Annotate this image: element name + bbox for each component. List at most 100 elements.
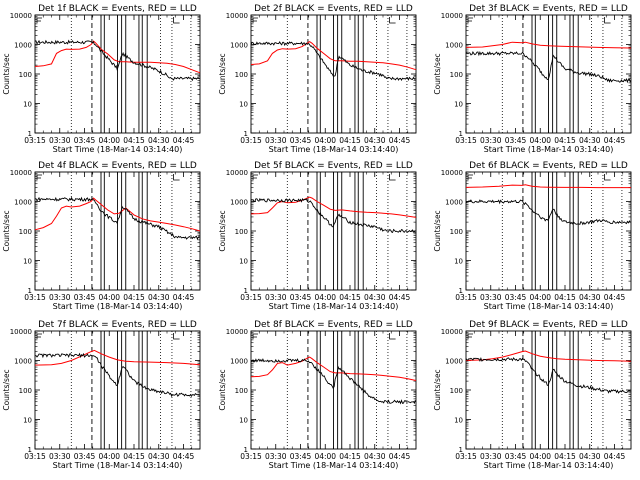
x-tick-label: 04:45 <box>173 136 195 145</box>
corner-glyph-left <box>467 174 473 180</box>
detector-panel-4: Det 4f BLACK = Events, RED = LLD 1 10 100 10… <box>2 161 201 311</box>
x-tick-label: 04:45 <box>389 452 411 461</box>
y-tick-label: 1000 <box>230 358 248 366</box>
corner-glyph-left <box>252 17 258 23</box>
corner-glyph-left <box>467 333 473 339</box>
corner-glyph-right <box>604 333 611 340</box>
y-axis-label: Counts/sec <box>2 210 11 251</box>
x-tick-label: 03:45 <box>74 452 96 461</box>
x-tick-label: 04:30 <box>579 452 601 461</box>
panel-title: Det 5f BLACK = Events, RED = LLD <box>254 161 413 171</box>
detector-panel-8: Det 8f BLACK = Events, RED = LLD 1 10 100 10… <box>218 320 417 470</box>
panel-title: Det 2f BLACK = Events, RED = LLD <box>254 4 413 14</box>
x-tick-label: 03:15 <box>455 452 477 461</box>
y-tick-label: 1 <box>28 446 32 454</box>
y-tick-label: 1 <box>244 446 248 454</box>
panel-title: Det 3f BLACK = Events, RED = LLD <box>469 4 628 14</box>
x-tick-label: 04:15 <box>554 136 576 145</box>
corner-glyph-right <box>173 174 180 181</box>
y-tick-label: 10 <box>454 101 463 109</box>
y-tick-label: 100 <box>450 71 463 79</box>
y-tick-label: 100 <box>235 228 248 236</box>
x-tick-label: 04:45 <box>173 452 195 461</box>
panel-title: Det 6f BLACK = Events, RED = LLD <box>469 161 628 171</box>
detector-panel-6: Det 6f BLACK = Events, RED = LLD 1 10 100 10… <box>433 161 632 311</box>
corner-glyph-right <box>604 174 611 181</box>
x-axis-label: Start Time (18-Mar-14 03:14:40) <box>269 461 399 470</box>
detector-panel-3: Det 3f BLACK = Events, RED = LLD 1 10 100 10… <box>433 4 632 154</box>
y-tick-label: 1 <box>459 287 463 295</box>
detector-panel-9: Det 9f BLACK = Events, RED = LLD 1 10 100 10… <box>433 320 632 470</box>
y-tick-label: 10 <box>23 101 32 109</box>
x-tick-label: 03:30 <box>265 136 287 145</box>
x-tick-label: 03:30 <box>49 136 71 145</box>
x-tick-label: 03:45 <box>290 136 312 145</box>
y-tick-label: 1000 <box>230 199 248 207</box>
x-tick-label: 04:00 <box>314 293 336 302</box>
lld-series-line <box>465 350 632 362</box>
x-tick-label: 03:30 <box>480 452 502 461</box>
y-tick-label: 1000 <box>14 358 32 366</box>
events-series-line <box>465 50 631 84</box>
y-tick-label: 100 <box>19 228 32 236</box>
y-tick-label: 100 <box>235 387 248 395</box>
y-axis-label: Counts/sec <box>2 53 11 94</box>
x-tick-label: 04:30 <box>148 136 170 145</box>
x-tick-label: 03:45 <box>505 136 527 145</box>
x-tick-label: 04:15 <box>339 452 361 461</box>
x-tick-label: 04:00 <box>98 136 120 145</box>
y-tick-label: 1000 <box>445 199 463 207</box>
x-tick-label: 04:45 <box>389 293 411 302</box>
x-tick-label: 03:15 <box>240 136 262 145</box>
y-axis-label: Counts/sec <box>433 53 442 94</box>
x-tick-label: 03:45 <box>290 452 312 461</box>
x-tick-label: 03:30 <box>480 293 502 302</box>
y-tick-label: 10 <box>23 417 32 425</box>
x-tick-label: 04:30 <box>364 452 386 461</box>
corner-glyph-left <box>252 174 258 180</box>
x-tick-label: 04:00 <box>98 452 120 461</box>
x-axis-label: Start Time (18-Mar-14 03:14:40) <box>484 145 614 154</box>
x-tick-label: 04:15 <box>339 136 361 145</box>
panel-title: Det 8f BLACK = Events, RED = LLD <box>254 320 413 330</box>
y-axis-label: Counts/sec <box>218 210 227 251</box>
detector-panel-2: Det 2f BLACK = Events, RED = LLD 1 10 100 10… <box>218 4 417 154</box>
y-axis-label: Counts/sec <box>2 369 11 410</box>
x-tick-label: 03:15 <box>24 452 46 461</box>
detector-panel-1: Det 1f BLACK = Events, RED = LLD 1 10 100 10… <box>2 4 201 154</box>
x-tick-label: 04:30 <box>579 136 601 145</box>
corner-glyph-right <box>173 333 180 340</box>
corner-glyph-right <box>389 17 396 24</box>
corner-glyph-left <box>36 174 42 180</box>
lld-series-line <box>250 356 417 381</box>
x-tick-label: 04:00 <box>529 293 551 302</box>
panel-title: Det 4f BLACK = Events, RED = LLD <box>38 161 197 171</box>
y-tick-label: 10000 <box>226 169 248 177</box>
lld-series-line <box>34 40 201 74</box>
x-tick-label: 04:15 <box>339 293 361 302</box>
y-tick-label: 10 <box>239 101 248 109</box>
x-tick-label: 03:30 <box>49 452 71 461</box>
y-tick-label: 1 <box>459 130 463 138</box>
x-tick-label: 03:15 <box>240 452 262 461</box>
x-tick-label: 03:30 <box>265 452 287 461</box>
x-tick-label: 04:00 <box>314 136 336 145</box>
x-axis-label: Start Time (18-Mar-14 03:14:40) <box>269 145 399 154</box>
x-tick-label: 03:30 <box>49 293 71 302</box>
x-tick-label: 04:00 <box>98 293 120 302</box>
lld-series-line <box>34 197 201 232</box>
x-tick-label: 04:00 <box>529 452 551 461</box>
x-axis-label: Start Time (18-Mar-14 03:14:40) <box>53 461 183 470</box>
x-tick-label: 04:30 <box>364 136 386 145</box>
y-axis-label: Counts/sec <box>433 369 442 410</box>
x-tick-label: 04:45 <box>173 293 195 302</box>
x-tick-label: 03:15 <box>24 293 46 302</box>
y-tick-label: 10000 <box>226 12 248 20</box>
lld-series-line <box>250 196 417 218</box>
x-tick-label: 03:30 <box>265 293 287 302</box>
y-tick-label: 1 <box>244 287 248 295</box>
panel-title: Det 7f BLACK = Events, RED = LLD <box>38 320 197 330</box>
x-tick-label: 03:45 <box>505 452 527 461</box>
panel-title: Det 9f BLACK = Events, RED = LLD <box>469 320 628 330</box>
x-axis-label: Start Time (18-Mar-14 03:14:40) <box>484 302 614 311</box>
